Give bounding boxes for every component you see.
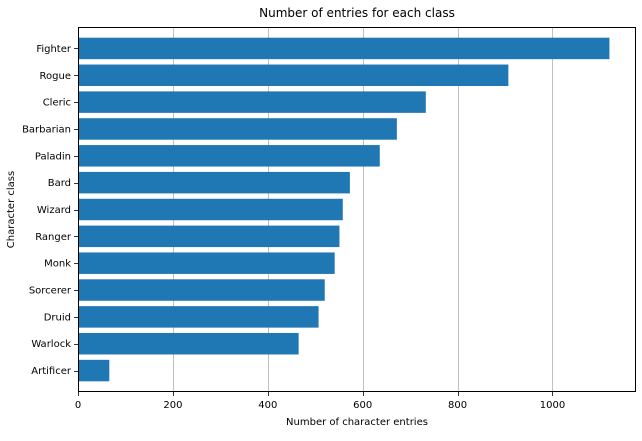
y-tick-label: Rogue	[40, 71, 71, 82]
bar-cleric	[78, 91, 426, 113]
bar-warlock	[78, 332, 299, 355]
x-axis-ticks: 0 200 400 600 800 1000	[75, 392, 565, 411]
bar-ranger	[78, 225, 340, 248]
x-tick-label: 1000	[540, 400, 565, 411]
y-tick-label: Bard	[48, 178, 71, 189]
x-axis-label: Number of character entries	[286, 417, 428, 428]
y-tick-label: Ranger	[35, 232, 72, 243]
x-tick-label: 200	[163, 400, 182, 411]
y-axis-label: Character class	[6, 171, 17, 248]
bar-artificer	[78, 359, 110, 382]
bar-rogue	[78, 64, 509, 87]
x-tick-label: 0	[75, 400, 81, 411]
x-tick-label: 800	[448, 400, 467, 411]
plot-frame	[78, 27, 636, 392]
bar-wizard	[78, 198, 343, 221]
y-tick-label: Paladin	[35, 151, 71, 162]
chart-title: Number of entries for each class	[259, 6, 455, 20]
y-axis-ticks: Fighter Rogue Cleric Barbarian Paladin Bard Wi…	[22, 44, 78, 377]
y-tick-label: Cleric	[43, 98, 71, 109]
y-tick-label: Wizard	[37, 205, 71, 216]
bar-druid	[78, 306, 319, 328]
bar-fighter	[78, 37, 610, 60]
bar-paladin	[78, 145, 380, 167]
x-tick-label: 600	[353, 400, 372, 411]
bars	[78, 37, 610, 382]
y-tick-label: Artificer	[31, 366, 72, 377]
bar-monk	[78, 252, 335, 274]
bar-barbarian	[78, 118, 397, 140]
y-tick-label: Fighter	[36, 44, 72, 55]
x-tick-label: 400	[258, 400, 277, 411]
y-tick-label: Sorcerer	[29, 286, 72, 297]
bar-bard	[78, 171, 350, 194]
bar-sorcerer	[78, 279, 325, 301]
y-tick-label: Warlock	[31, 339, 71, 350]
y-tick-label: Druid	[44, 312, 71, 323]
y-tick-label: Barbarian	[22, 124, 71, 135]
y-tick-label: Monk	[44, 259, 71, 270]
